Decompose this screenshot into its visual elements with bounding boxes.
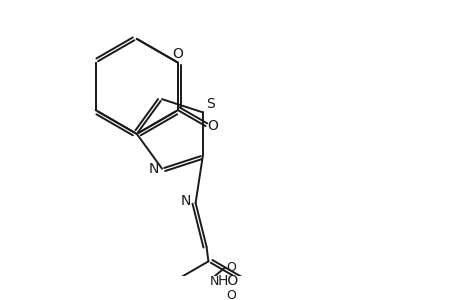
Text: O: O [207,119,218,133]
Text: N: N [210,275,219,288]
Text: HO: HO [217,274,238,289]
Text: O: O [172,47,183,61]
Text: O: O [226,289,236,300]
Text: N: N [180,194,190,208]
Text: S: S [205,97,214,111]
Text: N: N [149,162,159,176]
Text: O: O [226,261,236,274]
